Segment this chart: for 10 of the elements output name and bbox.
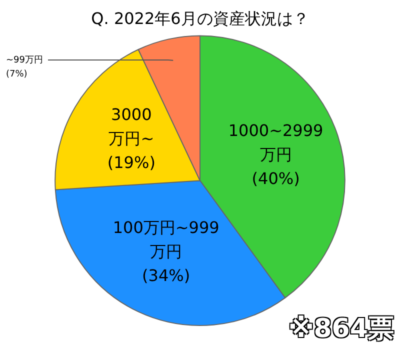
- slice-label: 100万円~999 万円: [112, 218, 220, 261]
- chart-title: Q. 2022年6月の資産状況は？: [91, 8, 309, 28]
- data-label: (34%): [142, 266, 190, 285]
- data-label: (7%): [6, 69, 28, 80]
- slice-label: 1000~2999 万円: [228, 121, 324, 164]
- slice-label: ~99万円: [6, 55, 43, 66]
- data-label: (19%): [107, 153, 156, 172]
- data-label: (40%): [252, 169, 300, 188]
- slice-label: 3000 万円~: [108, 105, 154, 148]
- text: ※864票: [288, 313, 394, 346]
